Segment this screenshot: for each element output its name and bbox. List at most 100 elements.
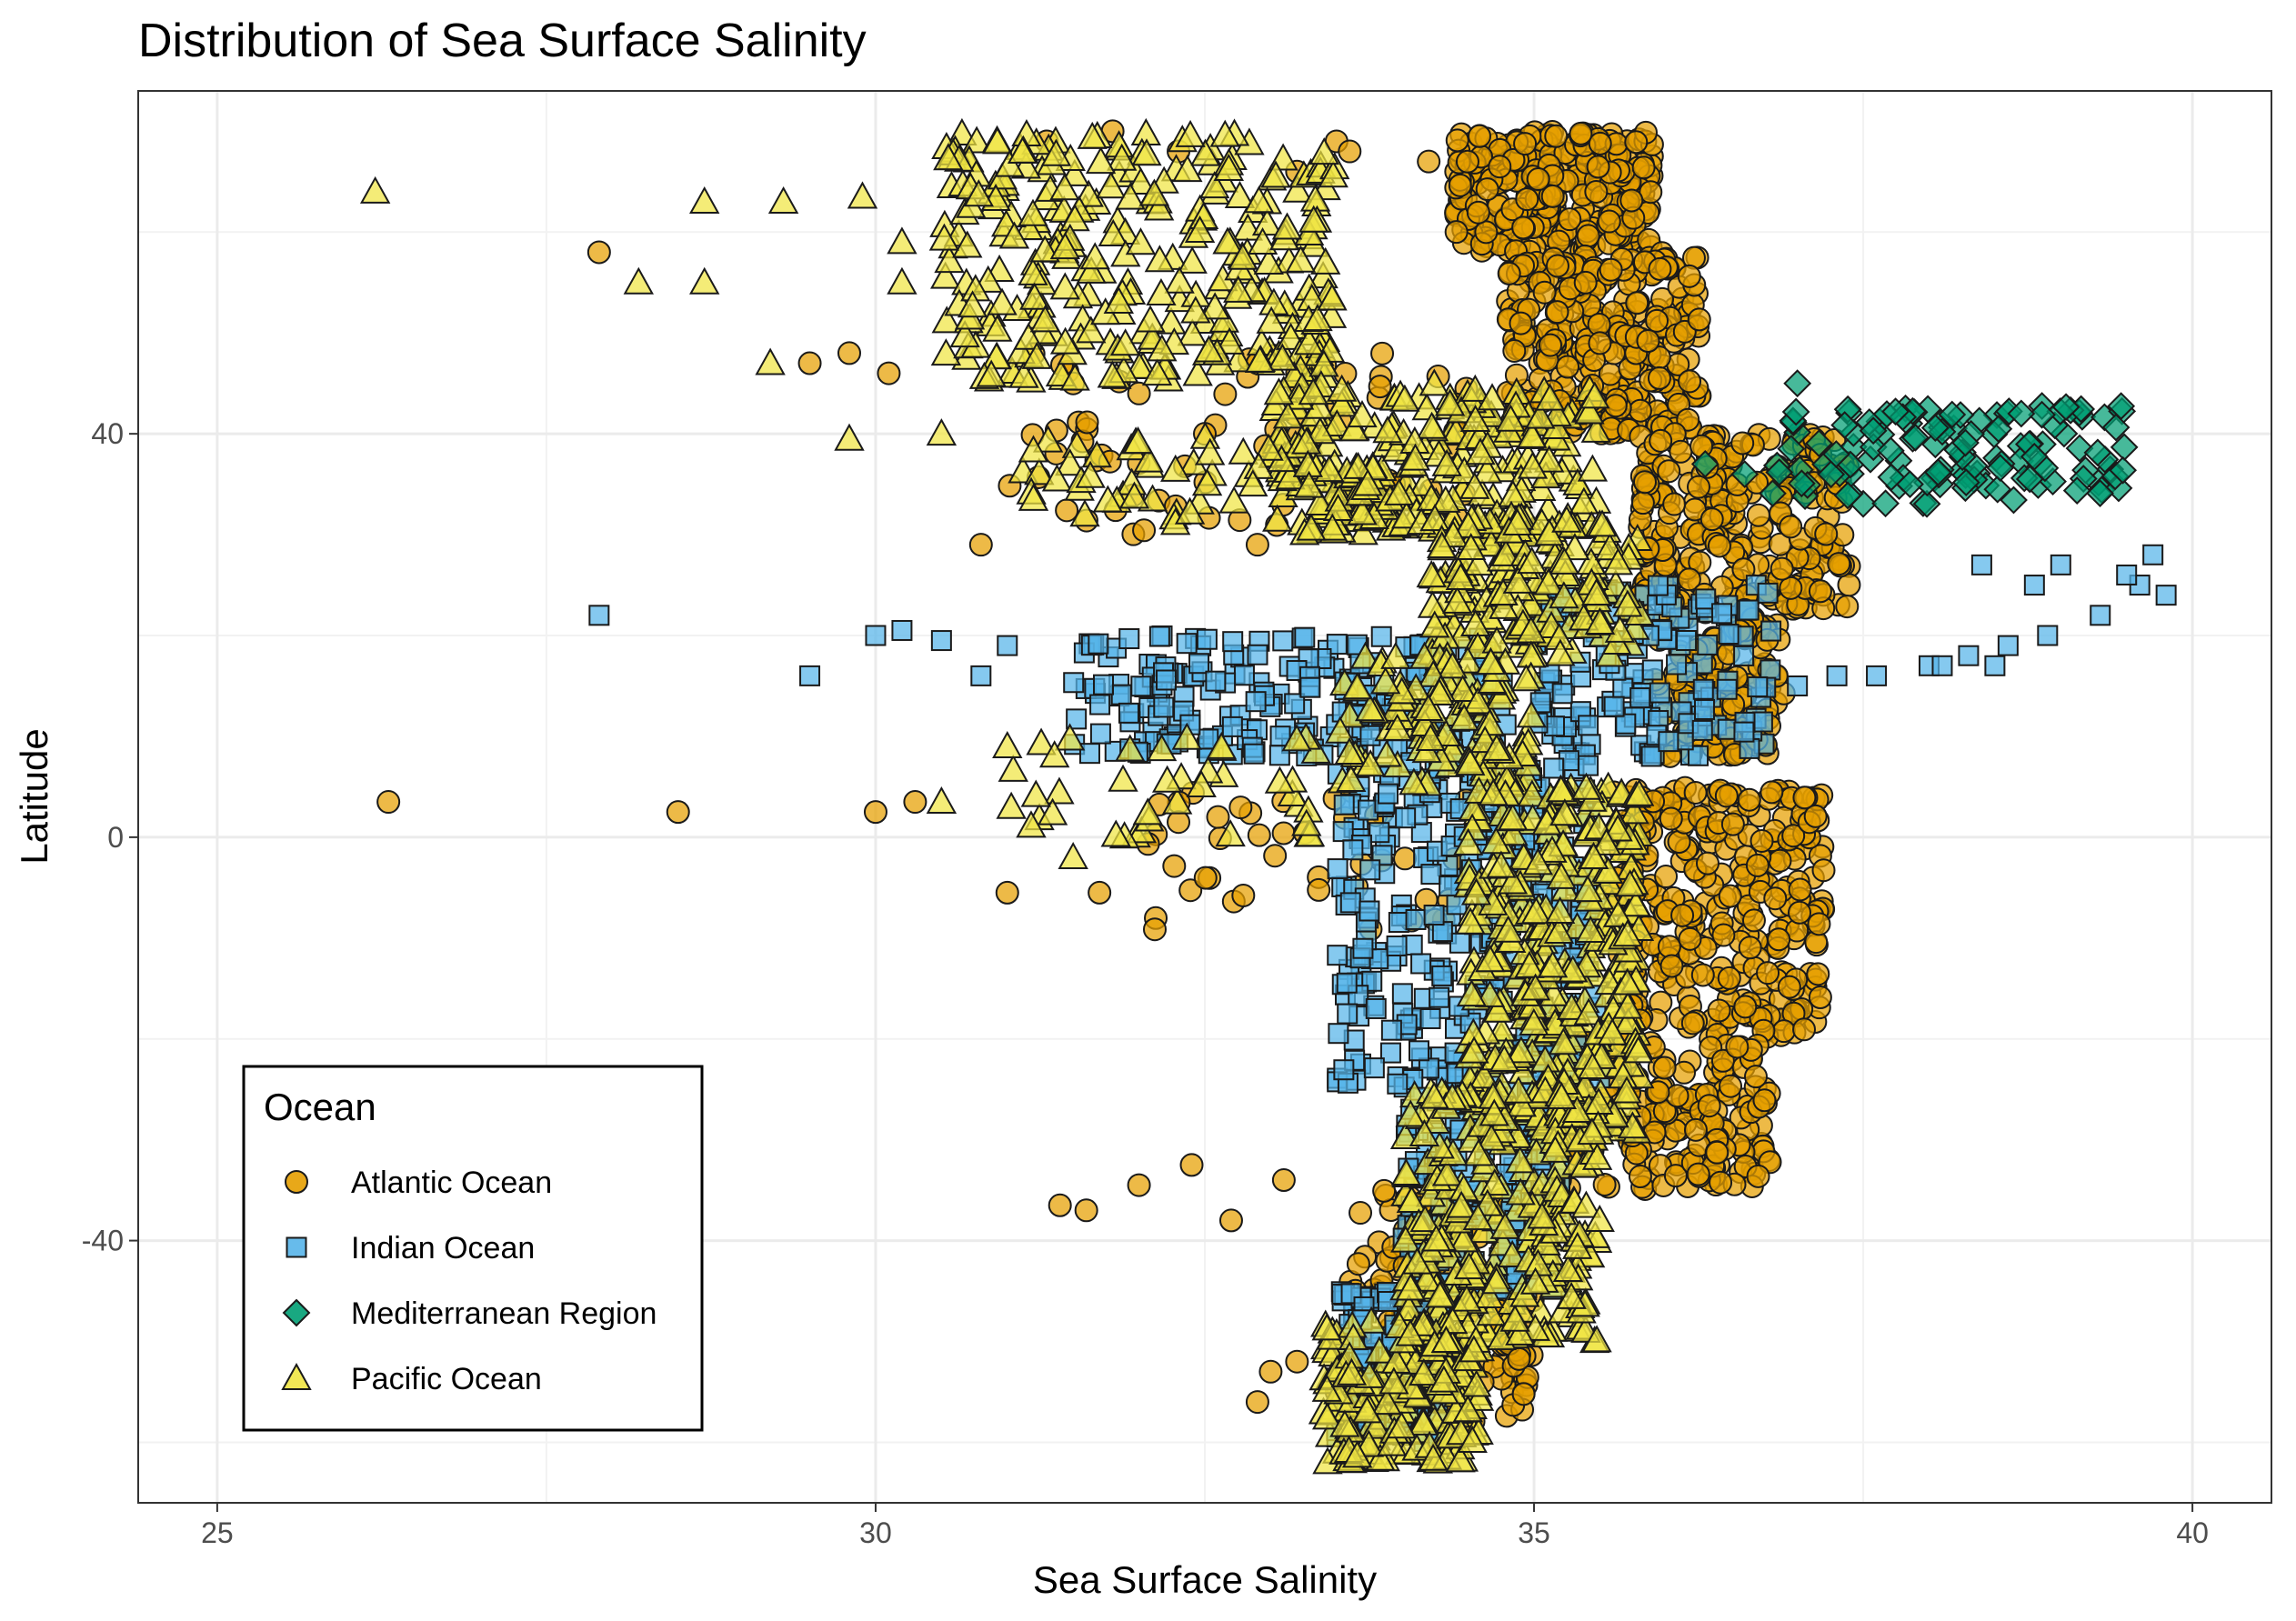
data-point <box>1672 1060 1697 1085</box>
data-point <box>1545 300 1569 325</box>
data-point <box>1649 682 1670 704</box>
data-point <box>1958 645 1980 666</box>
data-point <box>1649 428 1673 453</box>
data-point <box>1245 1390 1269 1415</box>
data-point <box>1408 1040 1429 1062</box>
data-point <box>1984 655 2006 676</box>
data-point <box>1612 677 1634 699</box>
data-point <box>1048 1193 1072 1217</box>
data-point <box>2142 544 2164 565</box>
data-point <box>1387 1073 1409 1095</box>
data-point <box>1285 1349 1309 1374</box>
data-point <box>1247 644 1268 665</box>
data-point <box>1615 713 1637 735</box>
data-point <box>1792 1017 1817 1042</box>
data-point <box>1475 177 1499 202</box>
data-point <box>1342 839 1364 861</box>
data-point <box>1738 936 1762 960</box>
data-point <box>1752 1088 1777 1113</box>
data-point <box>1178 878 1203 903</box>
data-point <box>1556 355 1580 379</box>
data-point <box>995 880 1019 905</box>
data-point <box>1089 694 1111 715</box>
data-point <box>1346 1252 1370 1276</box>
data-point <box>1299 676 1321 698</box>
data-point <box>1206 805 1230 829</box>
data-point <box>1386 935 1408 956</box>
data-point <box>1707 998 1731 1023</box>
data-point <box>1368 375 1392 399</box>
data-point <box>1162 854 1187 878</box>
data-point <box>970 665 992 686</box>
y-axis-title: Latitude <box>13 728 55 864</box>
data-point <box>1142 917 1167 942</box>
data-point <box>1365 997 1387 1019</box>
x-tick-label: 35 <box>1518 1516 1550 1549</box>
data-point <box>1328 1023 1349 1045</box>
data-point <box>1737 787 1761 812</box>
data-point <box>1808 985 1832 1009</box>
data-point <box>1716 678 1738 700</box>
data-point <box>1763 886 1788 911</box>
data-point <box>1179 1153 1204 1177</box>
data-point <box>1063 672 1085 694</box>
x-tick-label: 40 <box>2176 1516 2209 1549</box>
legend-key-circle <box>285 1170 308 1194</box>
data-point <box>1093 674 1115 695</box>
data-point <box>587 240 611 265</box>
data-point <box>1811 858 1836 883</box>
data-point <box>1788 877 1812 902</box>
data-point <box>1127 381 1151 405</box>
data-point <box>1511 1382 1536 1406</box>
data-point <box>1338 139 1362 164</box>
y-tick-label: 0 <box>107 821 124 854</box>
data-point <box>1718 624 1740 645</box>
data-point <box>1760 780 1784 805</box>
data-point <box>1497 261 1521 285</box>
data-point <box>1714 784 1739 808</box>
x-tick-label: 25 <box>201 1516 234 1549</box>
data-point <box>1369 822 1390 844</box>
data-point <box>1787 675 1809 696</box>
y-tick-label: -40 <box>82 1225 124 1257</box>
data-point <box>1218 1208 1243 1233</box>
data-point <box>1449 932 1470 954</box>
data-point <box>1502 338 1527 363</box>
data-point <box>1448 173 1472 197</box>
data-point <box>1055 498 1079 523</box>
data-point <box>1233 665 1255 686</box>
data-point <box>1697 1094 1721 1118</box>
data-point <box>1419 1007 1441 1029</box>
data-point <box>1619 188 1644 213</box>
data-point <box>1814 522 1839 546</box>
data-point <box>2116 564 2138 585</box>
data-point <box>1641 659 1663 681</box>
data-point <box>1705 1140 1730 1165</box>
data-point <box>1188 653 1210 675</box>
data-point <box>1307 877 1331 902</box>
data-point <box>1515 187 1539 212</box>
data-point <box>1746 1164 1770 1188</box>
data-point <box>1777 975 1801 999</box>
data-point <box>1363 1057 1385 1079</box>
data-point <box>1088 880 1112 905</box>
data-point <box>1677 264 1701 288</box>
data-point <box>1741 908 1766 933</box>
data-point <box>1148 625 1170 647</box>
data-point <box>1636 329 1660 354</box>
data-point <box>1078 743 1100 765</box>
data-point <box>1683 1117 1708 1142</box>
data-point <box>1693 698 1715 720</box>
data-point <box>1691 719 1713 741</box>
data-point <box>1720 812 1745 836</box>
data-point <box>2037 625 2059 646</box>
data-point <box>1757 582 1779 604</box>
data-point <box>1466 200 1490 225</box>
data-point <box>1827 552 1851 576</box>
data-points <box>359 117 2177 1475</box>
data-point <box>1624 130 1649 155</box>
data-point <box>1576 224 1600 248</box>
data-point <box>1370 625 1392 647</box>
data-point <box>1417 149 1441 174</box>
